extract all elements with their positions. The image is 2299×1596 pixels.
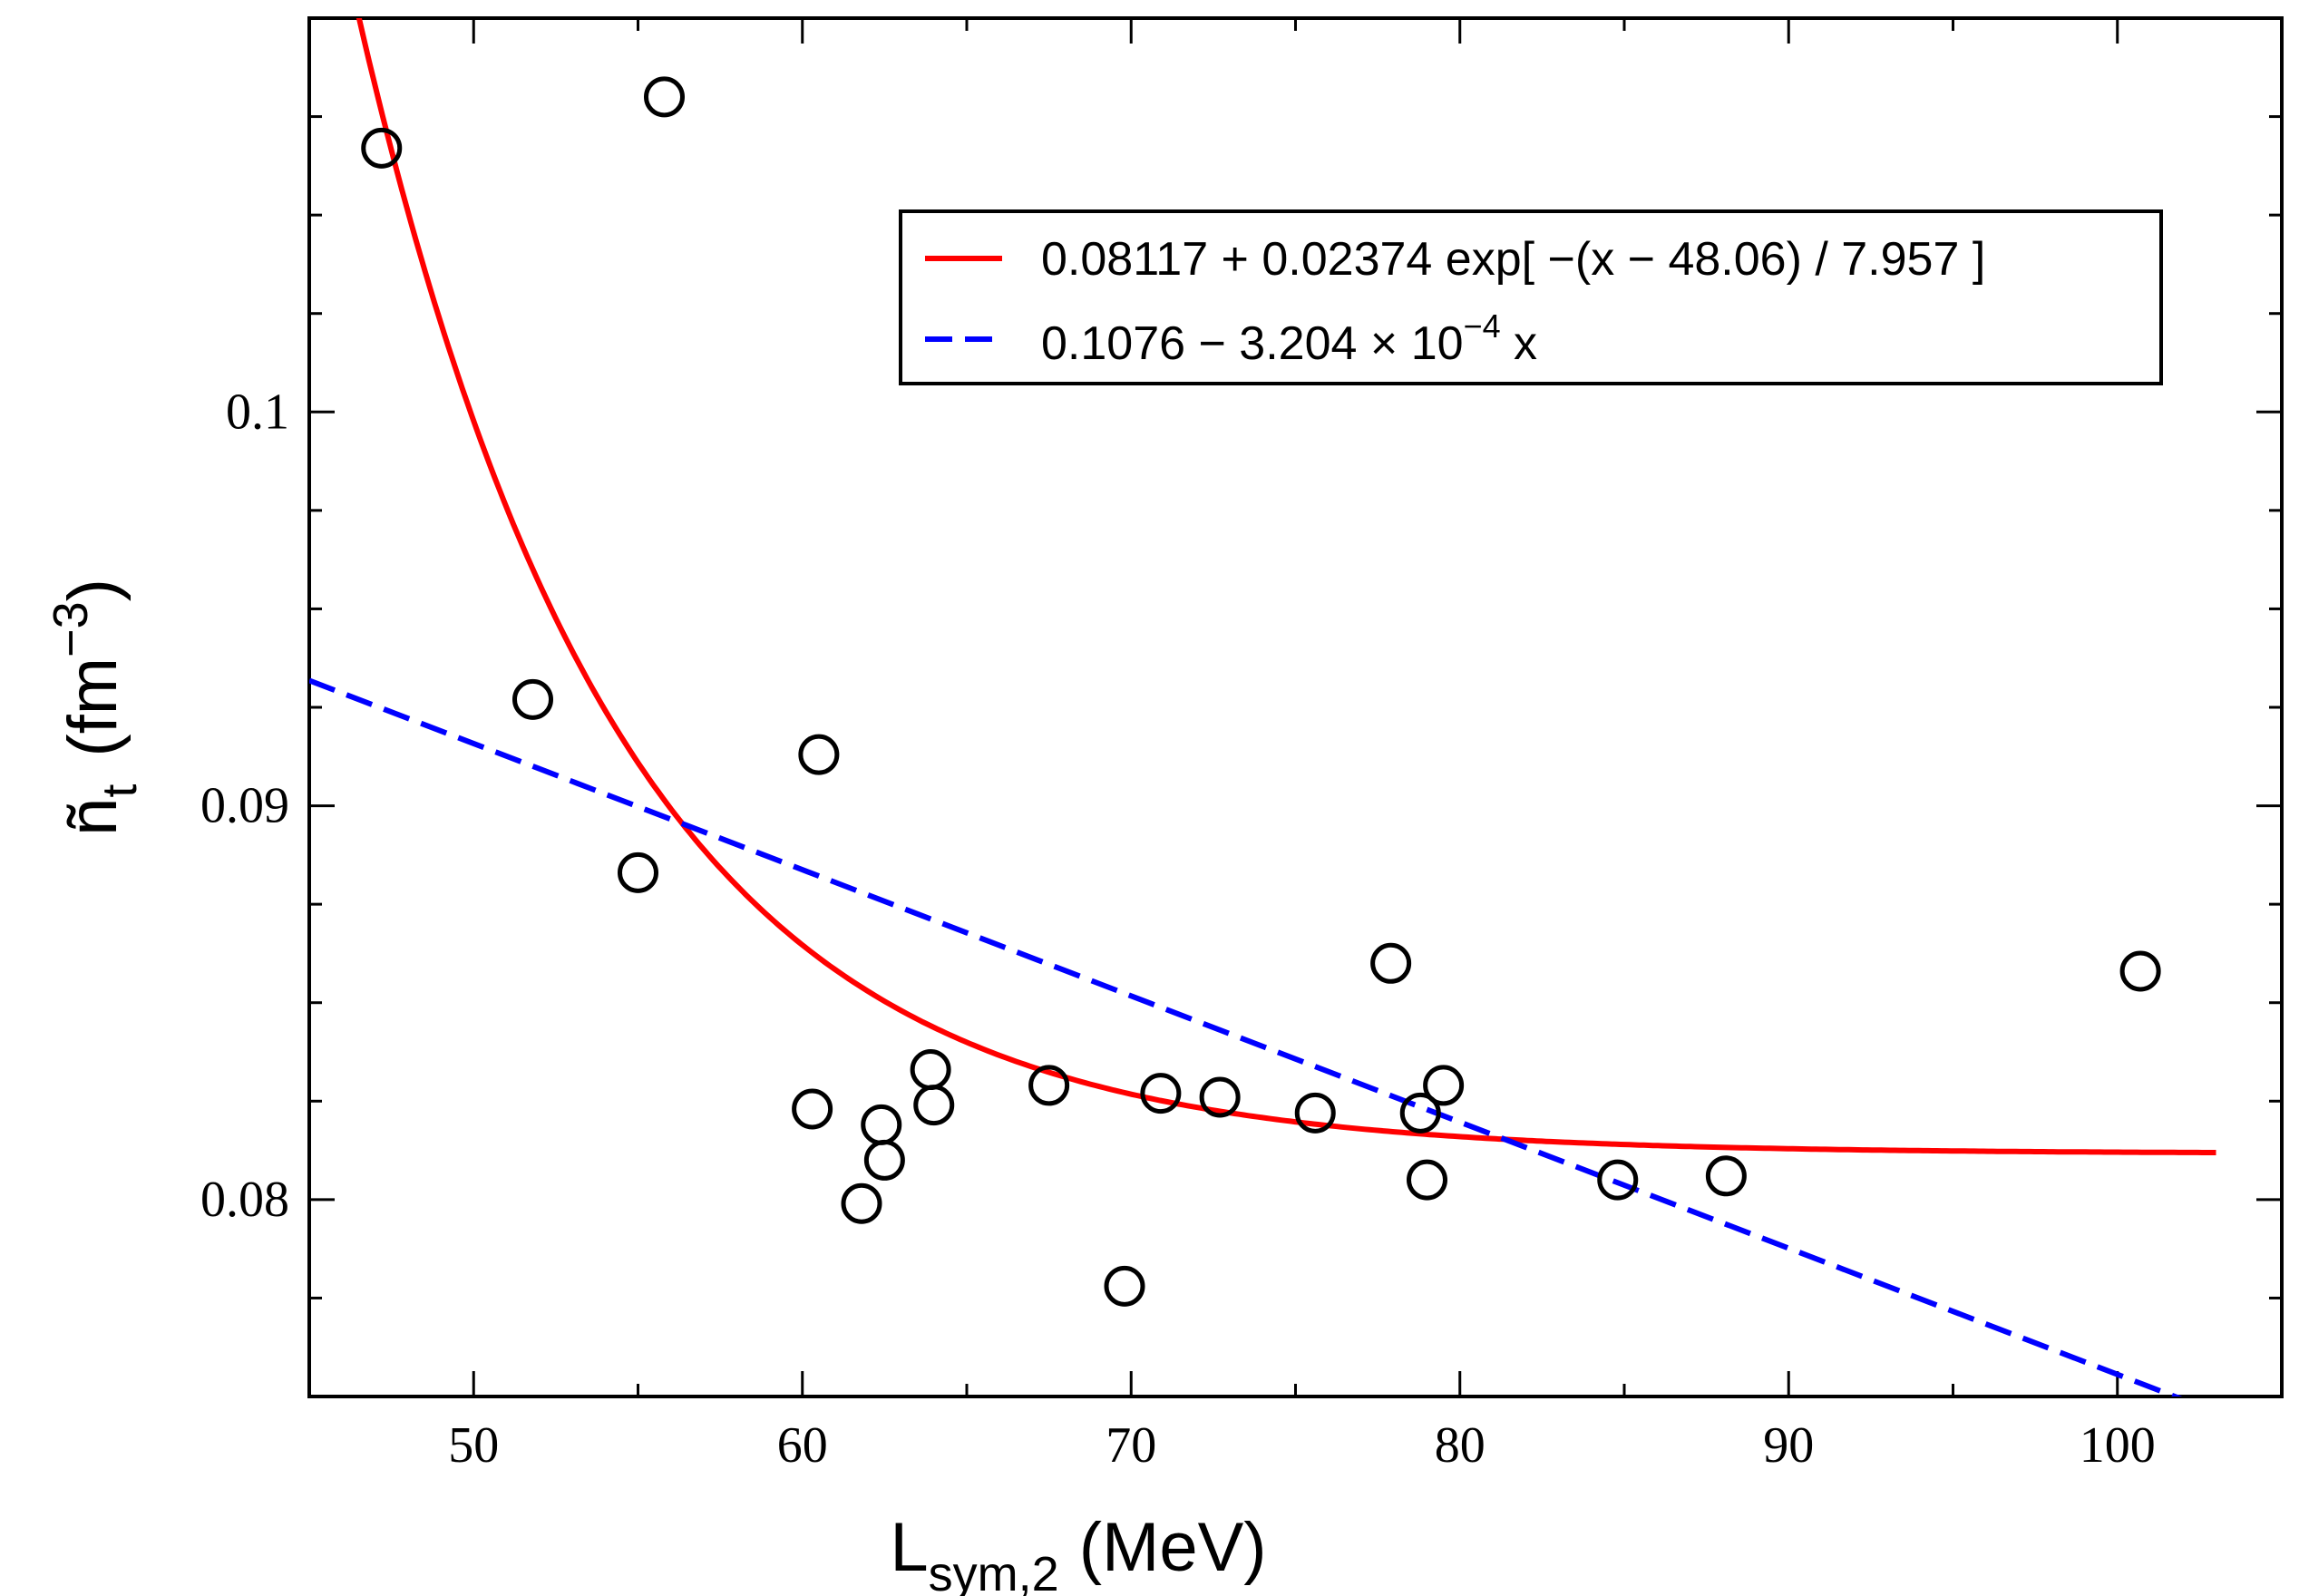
x-tick-label: 90: [1763, 1417, 1814, 1474]
data-point: [1370, 942, 1412, 984]
y-tick-label: 0.1: [226, 384, 289, 440]
x-axis-title: Lsym,2 (MeV): [890, 1509, 1266, 1596]
legend-label-linear: 0.1076 − 3.204 × 10−4 x: [1041, 307, 1537, 370]
data-point: [910, 1049, 951, 1091]
x-axis-title-main: L: [890, 1509, 928, 1586]
legend-label-exp: 0.08117 + 0.02374 exp[ −(x − 48.06) / 7.…: [1041, 233, 1985, 286]
x-tick-label: 100: [2080, 1417, 2156, 1474]
y-axis-title-unit-open: (fm: [54, 657, 132, 757]
x-tick-label: 60: [777, 1417, 828, 1474]
y-axis-title-main: ñ: [54, 798, 132, 836]
data-point: [1140, 1073, 1182, 1114]
data-point: [913, 1085, 955, 1126]
data-point: [1028, 1065, 1070, 1106]
x-axis-title-unit: (MeV): [1079, 1509, 1267, 1586]
data-point: [841, 1182, 882, 1224]
data-point: [1104, 1265, 1145, 1307]
legend: 0.08117 + 0.02374 exp[ −(x − 48.06) / 7.…: [899, 209, 2163, 385]
data-point: [361, 127, 403, 169]
fit-curves: [309, 18, 2216, 1396]
data-point: [861, 1104, 902, 1145]
x-tick-label: 80: [1435, 1417, 1486, 1474]
y-tick-label: 0.08: [200, 1172, 289, 1228]
legend-label-linear-post: x: [1501, 317, 1537, 370]
x-tick-label: 50: [448, 1417, 499, 1474]
legend-label-linear-sup: −4: [1464, 307, 1501, 345]
x-axis-title-sub: sym,2: [929, 1547, 1059, 1596]
data-point: [2119, 950, 2161, 992]
data-point: [512, 678, 553, 720]
data-point: [863, 1139, 905, 1181]
data-point: [1199, 1076, 1241, 1118]
data-point: [1423, 1065, 1465, 1106]
axis-tick-labels: 50 60 70 80 90 100 0.08 0.09 0.1: [200, 384, 2156, 1474]
data-point: [1294, 1092, 1336, 1134]
y-axis-title-sub: t: [93, 784, 147, 798]
y-axis-title-unit-sup: −3: [44, 601, 98, 657]
exp-fit-curve: [356, 18, 2216, 1155]
data-point: [1407, 1159, 1447, 1201]
axis-ticks: [307, 16, 2284, 1398]
y-axis-title: ñt (fm−3): [44, 579, 147, 836]
data-point: [1705, 1155, 1747, 1197]
data-point: [1399, 1092, 1441, 1134]
y-axis-title-unit-close: ): [54, 579, 132, 601]
data-point: [644, 76, 685, 118]
legend-box: [899, 209, 2163, 385]
data-point: [792, 1088, 833, 1130]
legend-label-linear-pre: 0.1076 − 3.204 × 10: [1041, 317, 1464, 370]
data-point: [618, 852, 658, 893]
x-tick-label: 70: [1106, 1417, 1156, 1474]
data-point: [1597, 1159, 1639, 1201]
data-point: [798, 734, 840, 775]
y-tick-label: 0.09: [200, 778, 289, 834]
linear-fit-line: [309, 677, 2183, 1396]
data-points: [361, 76, 2161, 1307]
